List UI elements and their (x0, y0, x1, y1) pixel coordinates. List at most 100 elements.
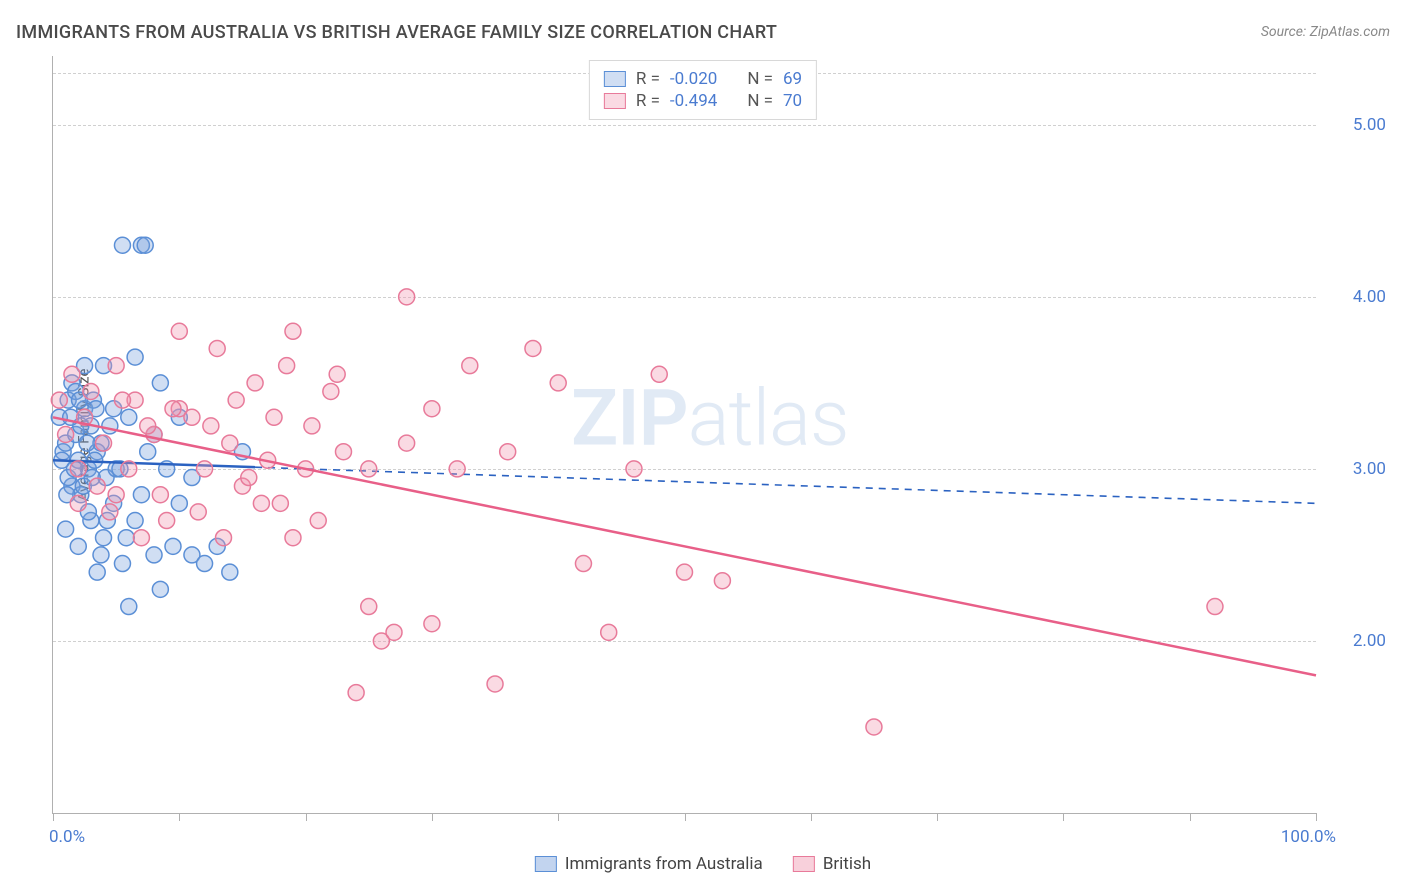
plot-area: Average Family Size 2.003.004.005.00 ZIP… (52, 56, 1316, 814)
stat-r-value: -0.020 (670, 69, 717, 89)
source-attribution: Source: ZipAtlas.com (1261, 24, 1390, 40)
scatter-point-australia (114, 237, 130, 253)
scatter-point-british (866, 719, 882, 735)
legend-stats: R = -0.020N = 69R = -0.494N = 70 (589, 60, 817, 120)
trend-line-dashed-australia (255, 467, 1316, 503)
scatter-point-british (121, 461, 137, 477)
x-tick-mark (558, 813, 559, 821)
scatter-point-british (310, 513, 326, 529)
scatter-point-australia (58, 521, 74, 537)
scatter-point-australia (146, 547, 162, 563)
scatter-point-british (140, 418, 156, 434)
scatter-point-british (399, 289, 415, 305)
scatter-point-british (323, 383, 339, 399)
scatter-point-british (70, 495, 86, 511)
scatter-point-british (96, 435, 112, 451)
legend-series: Immigrants from Australia British (535, 854, 871, 874)
scatter-point-british (525, 340, 541, 356)
scatter-point-british (487, 676, 503, 692)
scatter-point-british (272, 495, 288, 511)
scatter-point-british (714, 573, 730, 589)
scatter-point-australia (165, 538, 181, 554)
y-tick-label: 5.00 (1326, 115, 1386, 135)
x-tick-mark (685, 813, 686, 821)
scatter-point-british (285, 530, 301, 546)
scatter-point-australia (70, 538, 86, 554)
scatter-point-british (70, 461, 86, 477)
scatter-point-british (1207, 599, 1223, 615)
scatter-point-australia (171, 495, 187, 511)
trend-line-british (53, 417, 1316, 675)
correlation-chart: IMMIGRANTS FROM AUSTRALIA VS BRITISH AVE… (0, 0, 1406, 892)
scatter-point-british (266, 409, 282, 425)
scatter-point-british (209, 340, 225, 356)
scatter-point-australia (89, 564, 105, 580)
scatter-point-british (500, 444, 516, 460)
chart-title: IMMIGRANTS FROM AUSTRALIA VS BRITISH AVE… (16, 22, 777, 43)
scatter-point-australia (197, 556, 213, 572)
scatter-point-british (361, 461, 377, 477)
stat-n-value: 70 (783, 91, 802, 111)
scatter-point-british (222, 435, 238, 451)
scatter-point-british (58, 427, 74, 443)
scatter-point-british (399, 435, 415, 451)
scatter-point-british (228, 392, 244, 408)
scatter-point-british (335, 444, 351, 460)
legend-stat-row-british: R = -0.494N = 70 (604, 91, 802, 111)
scatter-point-british (190, 504, 206, 520)
scatter-point-british (165, 401, 181, 417)
x-tick-mark (937, 813, 938, 821)
x-tick-mark (179, 813, 180, 821)
stat-r-label: R = (636, 69, 660, 89)
x-tick-mark (1063, 813, 1064, 821)
stat-r-value: -0.494 (670, 91, 717, 111)
scatter-point-australia (133, 487, 149, 503)
scatter-point-british (89, 478, 105, 494)
scatter-point-british (102, 504, 118, 520)
legend-label: Immigrants from Australia (565, 854, 763, 874)
scatter-point-british (424, 401, 440, 417)
scatter-point-australia (102, 418, 118, 434)
scatter-point-british (159, 513, 175, 529)
x-tick-mark (811, 813, 812, 821)
scatter-point-british (197, 461, 213, 477)
stat-n-label: N = (747, 91, 773, 111)
scatter-point-australia (222, 564, 238, 580)
scatter-point-british (348, 685, 364, 701)
scatter-point-british (279, 358, 295, 374)
scatter-point-british (575, 556, 591, 572)
scatter-point-australia (140, 444, 156, 460)
scatter-point-australia (121, 409, 137, 425)
legend-swatch (604, 71, 626, 87)
x-axis-max-label: 100.0% (1281, 827, 1336, 847)
stat-n-value: 69 (783, 69, 802, 89)
scatter-point-british (184, 409, 200, 425)
plot-svg (53, 56, 1316, 813)
legend-item: British (793, 854, 871, 874)
scatter-point-british (462, 358, 478, 374)
scatter-point-british (108, 358, 124, 374)
scatter-point-british (108, 487, 124, 503)
scatter-point-australia (152, 375, 168, 391)
scatter-point-australia (96, 530, 112, 546)
scatter-point-british (253, 495, 269, 511)
scatter-point-british (203, 418, 219, 434)
scatter-point-british (601, 624, 617, 640)
legend-item: Immigrants from Australia (535, 854, 763, 874)
legend-swatch (535, 856, 557, 872)
scatter-point-british (304, 418, 320, 434)
scatter-point-british (51, 392, 67, 408)
scatter-point-british (550, 375, 566, 391)
scatter-point-australia (127, 349, 143, 365)
scatter-point-australia (137, 237, 153, 253)
scatter-point-british (626, 461, 642, 477)
scatter-point-british (247, 375, 263, 391)
scatter-point-british (386, 624, 402, 640)
scatter-point-australia (127, 513, 143, 529)
x-axis-min-label: 0.0% (49, 827, 85, 847)
scatter-point-australia (118, 530, 134, 546)
scatter-point-british (241, 470, 257, 486)
x-tick-mark (1316, 813, 1317, 821)
x-tick-mark (1190, 813, 1191, 821)
scatter-point-british (152, 487, 168, 503)
